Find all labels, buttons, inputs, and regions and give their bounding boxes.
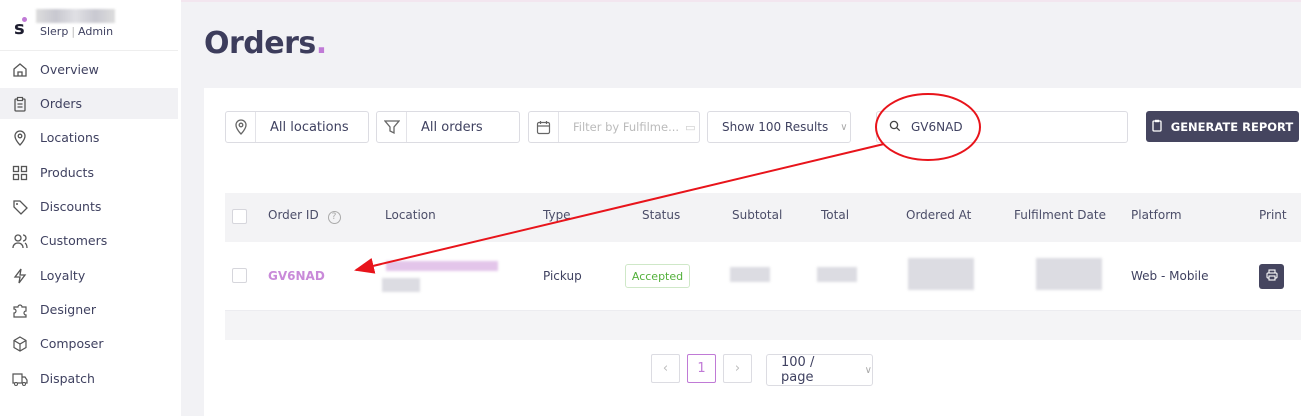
sidebar-item-customers[interactable]: Customers xyxy=(0,225,178,256)
header-platform: Platform xyxy=(1131,208,1182,222)
sidebar-item-discounts[interactable]: Discounts xyxy=(0,191,178,222)
chevron-right-icon: › xyxy=(734,361,741,376)
redacted-ordered-at xyxy=(908,258,974,290)
chevron-left-icon: ‹ xyxy=(662,361,669,376)
search-input[interactable]: GV6NAD xyxy=(876,111,1128,143)
sidebar-item-dispatch[interactable]: Dispatch xyxy=(0,363,178,394)
header-subtotal: Subtotal xyxy=(732,208,783,222)
sidebar-item-label: Discounts xyxy=(40,199,102,214)
sidebar-item-orders[interactable]: Orders xyxy=(0,88,178,119)
logo: s xyxy=(14,18,25,39)
page-size-select[interactable]: 100 / page ∨ xyxy=(766,354,873,386)
redacted-location-detail xyxy=(382,278,420,292)
redacted-fulfilment-date xyxy=(1036,258,1102,290)
report-icon xyxy=(1152,119,1163,135)
sidebar-item-label: Overview xyxy=(40,62,99,77)
calendar-icon xyxy=(529,112,559,142)
header-type: Type xyxy=(543,208,571,222)
clipboard-icon xyxy=(12,96,28,112)
funnel-icon xyxy=(377,112,407,142)
next-page-button[interactable]: › xyxy=(723,354,752,383)
location-filter-value: All locations xyxy=(270,119,349,135)
truck-icon xyxy=(12,371,28,387)
help-icon: ? xyxy=(327,211,341,224)
generate-report-button[interactable]: GENERATE REPORT xyxy=(1146,111,1299,142)
sidebar-item-label: Products xyxy=(40,165,94,180)
fulfilment-date-filter[interactable]: Filter by Fulfilme... ▭ xyxy=(528,111,700,143)
header-order-id: Order ID ? xyxy=(268,208,341,224)
tag-icon xyxy=(12,199,28,215)
box-icon xyxy=(12,335,28,352)
chevron-down-icon: ∨ xyxy=(864,364,872,376)
sidebar: s Slerp | Admin Overview Orders Locations Pro… xyxy=(0,0,181,416)
home-icon xyxy=(12,62,28,78)
prev-page-button[interactable]: ‹ xyxy=(651,354,680,383)
map-pin-icon xyxy=(12,129,28,146)
users-icon xyxy=(12,233,28,249)
sidebar-item-overview[interactable]: Overview xyxy=(0,54,178,85)
order-filter[interactable]: All orders xyxy=(376,111,520,143)
order-filter-value: All orders xyxy=(421,119,483,135)
order-id-link[interactable]: GV6NAD xyxy=(268,269,325,283)
fulfilment-date-placeholder: Filter by Fulfilme... xyxy=(573,120,680,134)
sidebar-item-label: Dispatch xyxy=(40,371,95,386)
sidebar-item-loyalty[interactable]: Loyalty xyxy=(0,260,178,291)
printer-icon xyxy=(1265,269,1278,284)
sidebar-item-locations[interactable]: Locations xyxy=(0,122,178,153)
redacted-location xyxy=(386,261,498,271)
generate-report-label: GENERATE REPORT xyxy=(1170,119,1294,134)
sidebar-item-label: Loyalty xyxy=(40,268,86,283)
sidebar-item-composer[interactable]: Composer xyxy=(0,328,178,359)
sidebar-item-label: Customers xyxy=(40,233,108,248)
search-value: GV6NAD xyxy=(911,120,963,134)
sidebar-divider xyxy=(0,50,178,51)
sidebar-item-products[interactable]: Products xyxy=(0,157,178,188)
header-total: Total xyxy=(821,208,850,222)
page-title: Orders. xyxy=(204,26,327,61)
brand-subtitle: Slerp | Admin xyxy=(40,25,114,38)
results-select-value: Show 100 Results xyxy=(722,120,829,134)
calendar-small-icon: ▭ xyxy=(685,120,696,134)
chevron-down-icon: ∨ xyxy=(840,121,848,133)
page-size-value: 100 / page xyxy=(781,355,815,385)
results-select[interactable]: Show 100 Results ∨ xyxy=(707,111,851,143)
header-fulfilment-date: Fulfilment Date xyxy=(1014,208,1106,222)
select-all-checkbox[interactable] xyxy=(232,209,247,224)
platform: Web - Mobile xyxy=(1131,269,1209,283)
puzzle-icon xyxy=(12,302,28,318)
brand-name: Slerp xyxy=(40,25,69,38)
location-filter[interactable]: All locations xyxy=(225,111,369,143)
print-button[interactable] xyxy=(1259,264,1284,289)
lightning-icon xyxy=(12,268,28,284)
row-checkbox[interactable] xyxy=(232,268,247,283)
status-badge: Accepted xyxy=(625,264,690,288)
sidebar-item-label: Locations xyxy=(40,130,100,145)
order-type: Pickup xyxy=(543,269,582,283)
sidebar-item-designer[interactable]: Designer xyxy=(0,294,178,325)
redacted-total xyxy=(817,267,857,282)
header-ordered-at: Ordered At xyxy=(906,208,972,222)
redacted-subtotal xyxy=(730,267,770,282)
page-1-button[interactable]: 1 xyxy=(687,354,716,383)
sidebar-item-label: Orders xyxy=(40,96,83,111)
header-print: Print xyxy=(1259,208,1287,222)
search-icon xyxy=(889,120,901,135)
header-location: Location xyxy=(385,208,436,222)
map-pin-icon xyxy=(226,112,256,142)
header-status: Status xyxy=(642,208,681,222)
sidebar-item-label: Composer xyxy=(40,336,104,351)
top-border xyxy=(0,0,1301,2)
redacted-account-name xyxy=(36,9,115,23)
table-footer-band xyxy=(225,310,1301,340)
sidebar-item-label: Designer xyxy=(40,302,96,317)
grid-icon xyxy=(12,165,28,181)
logo-dot xyxy=(22,17,27,22)
brand-role: Admin xyxy=(78,25,114,38)
